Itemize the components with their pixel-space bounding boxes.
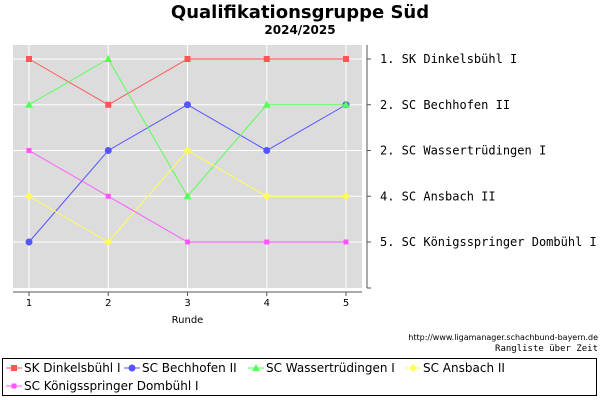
rank-label: 2. SC Wassertrüdingen I [380, 144, 546, 158]
rank-label: 2. SC Bechhofen II [380, 98, 510, 112]
data-point [26, 148, 32, 153]
data-point [263, 56, 270, 62]
legend-item: SC Wassertrüdingen I [248, 359, 395, 377]
legend-item: SC Ansbach II [405, 359, 505, 377]
data-point [263, 147, 271, 154]
chart-title: Qualifikationsgruppe Süd [170, 2, 430, 23]
legend-label: SC Wassertrüdingen I [266, 361, 395, 375]
x-tick-label: 2 [105, 298, 111, 309]
data-point [25, 192, 33, 201]
legend-label: SC Königsspringer Dombühl I [24, 379, 199, 393]
x-tick-label: 5 [343, 298, 349, 309]
data-point [105, 193, 111, 199]
source-url[interactable]: http://www.ligamanager.schachbund-bayern… [408, 333, 598, 342]
x-tick-label: 3 [184, 298, 190, 309]
data-point [184, 56, 191, 62]
legend-symbol [6, 365, 22, 371]
data-point [342, 100, 350, 108]
data-point [343, 239, 349, 245]
legend-symbol [6, 383, 22, 389]
data-point [343, 56, 349, 62]
data-point [262, 192, 271, 201]
x-tick-label: 1 [26, 298, 32, 309]
data-point [25, 100, 33, 108]
legend-label: SC Ansbach II [423, 361, 505, 375]
data-point [262, 100, 271, 108]
data-point [342, 192, 350, 201]
rank-label: 4. SC Ansbach II [380, 189, 496, 203]
legend: SK Dinkelsbühl I SC Bechhofen II SC Wasser… [2, 358, 597, 396]
legend-symbol [405, 364, 421, 372]
data-point [104, 55, 113, 62]
legend-item: SK Dinkelsbühl I [6, 359, 121, 377]
data-point [104, 238, 113, 246]
data-point [183, 192, 192, 200]
x-axis-label: Runde [172, 315, 204, 326]
chart-subtitle: 2024/2025 [264, 23, 336, 37]
legend-symbol [248, 364, 264, 371]
data-point [25, 238, 33, 246]
data-point [104, 147, 112, 154]
data-point [105, 101, 112, 108]
rank-label: 1. SK Dinkelsbühl I [380, 52, 517, 66]
legend-item: SC Bechhofen II [124, 359, 237, 377]
x-tick-label: 4 [264, 298, 270, 309]
data-point [185, 239, 190, 245]
legend-label: SK Dinkelsbühl I [24, 361, 121, 375]
legend-item: SC Königsspringer Dombühl I [6, 377, 199, 395]
rank-label: 5. SC Königsspringer Dombühl I [380, 235, 597, 249]
data-point [184, 101, 191, 109]
legend-symbol [124, 364, 140, 372]
legend-label: SC Bechhofen II [142, 361, 237, 375]
chart-caption: Rangliste über Zeit [495, 344, 598, 354]
data-point [264, 239, 270, 245]
data-point [183, 146, 192, 155]
data-point [26, 56, 32, 62]
